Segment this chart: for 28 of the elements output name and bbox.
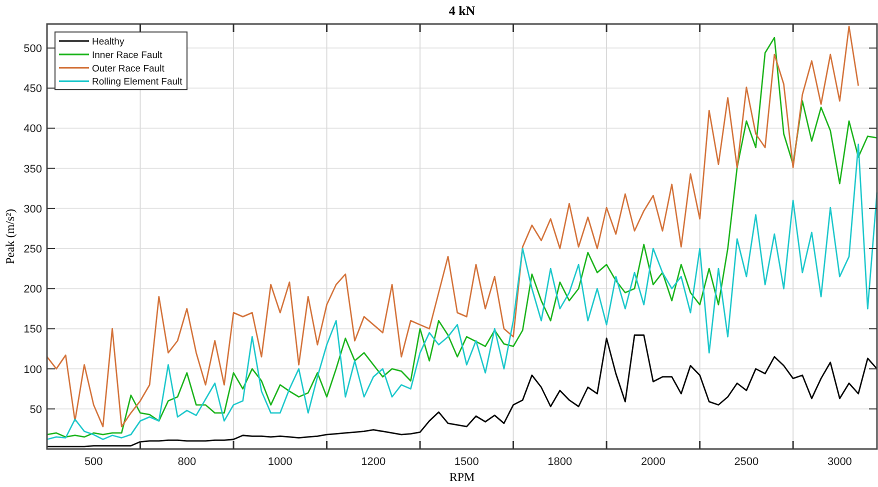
- line-series: [46, 144, 878, 440]
- x-tick-label: 1000: [268, 456, 292, 468]
- y-tick-label: 350: [24, 163, 42, 176]
- y-tick-label: 150: [24, 324, 42, 336]
- legend-label: Outer Race Fault: [92, 63, 165, 74]
- legend-label: Rolling Element Fault: [92, 76, 183, 88]
- x-tick-label: 500: [84, 456, 103, 468]
- y-tick-label: 100: [24, 364, 42, 376]
- y-tick-label: 450: [24, 83, 42, 96]
- y-tick-label: 400: [24, 123, 42, 136]
- x-tick-label: 2000: [640, 456, 666, 468]
- chart-title: 4 kN: [448, 3, 476, 18]
- x-tick-label: 1800: [548, 456, 572, 468]
- y-tick-label: 50: [30, 404, 42, 416]
- y-axis-title: Peak (m/s²): [3, 208, 17, 264]
- x-tick-label: 2500: [734, 456, 759, 468]
- legend-label: Healthy: [92, 36, 124, 48]
- y-tick-label: 300: [24, 203, 42, 216]
- x-tick-label: 1500: [454, 456, 479, 468]
- y-tick-label: 200: [24, 284, 42, 296]
- y-tick-label: 250: [24, 244, 42, 256]
- x-axis-title: RPM: [449, 470, 475, 484]
- x-tick-label: 800: [178, 456, 196, 468]
- x-tick-label: 1200: [361, 456, 386, 468]
- line-series: [46, 334, 878, 448]
- y-tick-label: 500: [24, 43, 42, 56]
- legend-label: Inner Race Fault: [92, 50, 163, 61]
- x-tick-label: 3000: [827, 456, 852, 468]
